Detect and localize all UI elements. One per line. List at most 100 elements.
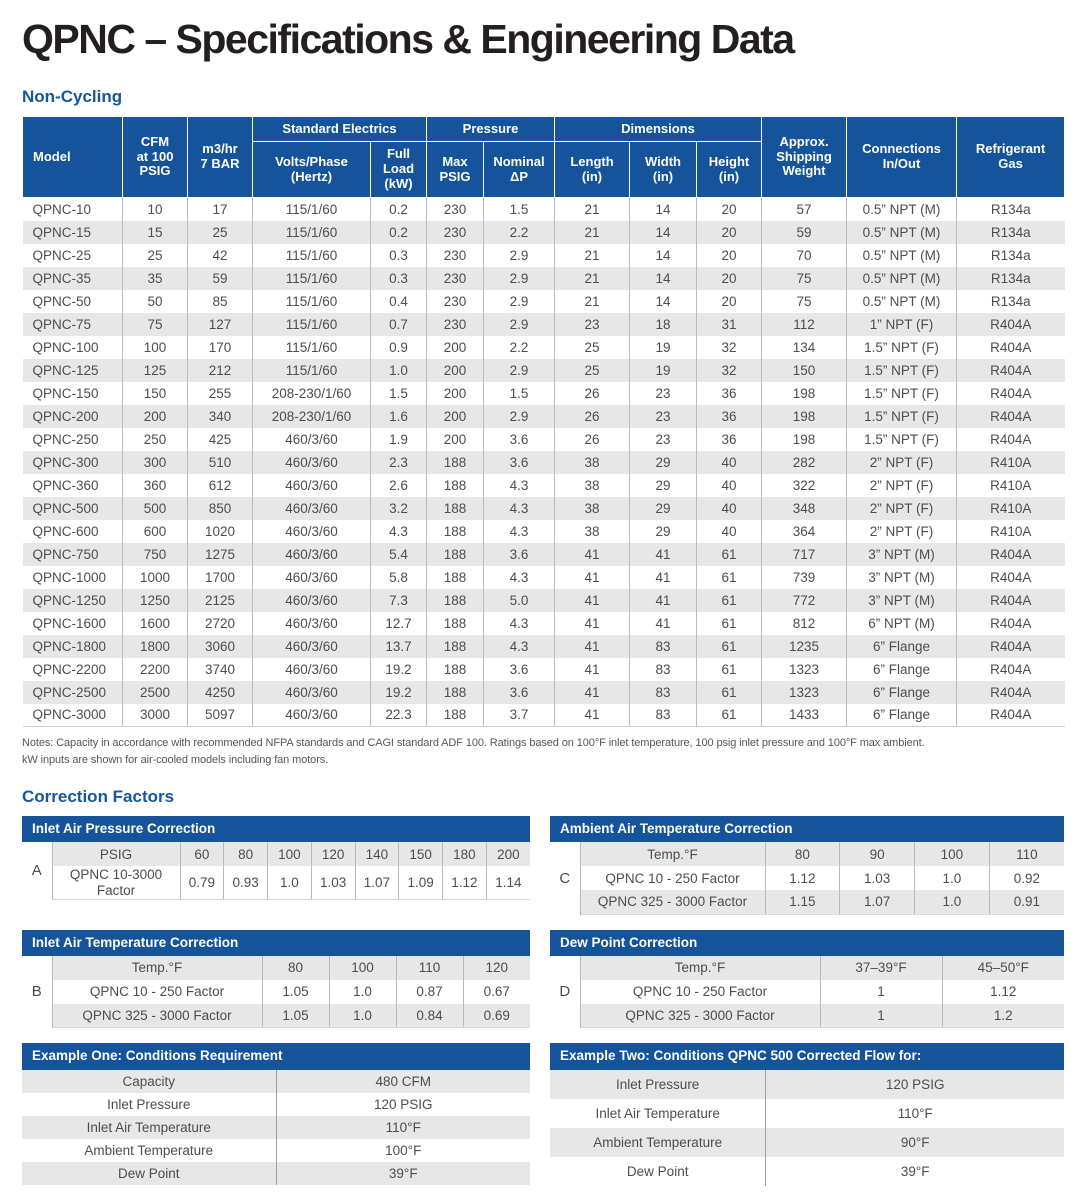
value-cell: 208-230/1/60 (252, 404, 371, 428)
value-cell: 200 (426, 404, 484, 428)
value-cell: 75 (122, 312, 188, 336)
col-header-width: Width (in) (629, 141, 697, 198)
value-cell: 25 (554, 358, 630, 382)
value-cell: 1235 (761, 634, 848, 658)
table-title-bar: Inlet Air Temperature Correction (22, 929, 530, 956)
value-cell: 14 (629, 289, 697, 313)
value-cell: R134a (990, 293, 1031, 309)
value-cell: 200 (426, 335, 484, 359)
value-cell: 41 (554, 634, 630, 658)
value-cell: 4.3 (483, 611, 555, 635)
value-cell: 20 (696, 243, 763, 267)
spec-row: QPNC-1600 1600 2720 460/3/60 12.7 188 4.3 41 41 6… (22, 611, 1065, 635)
value-cell: 200 (486, 842, 530, 867)
value-cell: 20 (696, 220, 763, 244)
value-cell: 112 (761, 312, 848, 336)
value-cell: 0.87 (396, 979, 464, 1004)
footnote-line-2: kW inputs are shown for air-cooled model… (22, 754, 329, 767)
value-cell: 1.5 (370, 381, 427, 405)
value-cell: 80 (262, 955, 330, 980)
value-cell: 1.0 (329, 979, 397, 1004)
value-cell: 850 (187, 496, 253, 520)
row-label: Ambient Temperature (550, 1127, 767, 1157)
value-cell: 180 (442, 842, 487, 867)
value-cell: 200 (122, 404, 188, 428)
table-title-bar: Example One: Conditions Requirement (22, 1043, 530, 1070)
value-cell: 360 (122, 473, 188, 497)
value-cell: 460/3/60 (252, 519, 371, 543)
value-cell: 19.2 (370, 680, 427, 704)
value-cell: 115/1/60 (252, 335, 371, 359)
spec-row: QPNC-15 15 25 115/1/60 0.2 230 2.2 21 14 20 59 0.5”… (22, 220, 1065, 244)
table-example-two: Example Two: Conditions QPNC 500 Correct… (550, 1043, 1064, 1186)
value-cell: 1.5” NPT (F) (846, 335, 958, 359)
model-cell: QPNC-125 (22, 358, 123, 382)
value-cell: 115/1/60 (252, 358, 371, 382)
value-cell: 35 (122, 266, 188, 290)
value-cell: 41 (554, 703, 630, 727)
value-cell: 21 (554, 220, 630, 244)
value-cell: 1.6 (370, 404, 427, 428)
correction-row: QPNC 10 - 250 Factor 1.12 1.03 1.0 0.92 (550, 866, 1064, 891)
value-cell: R404A (990, 316, 1032, 332)
value-cell: 717 (761, 542, 848, 566)
col-header-nominal-dp: Nominal ΔP (483, 141, 555, 198)
value-cell: 100 (267, 842, 312, 867)
spec-row: QPNC-100 100 170 115/1/60 0.9 200 2.2 25 19 32 134… (22, 335, 1065, 359)
value-cell: 100°F (385, 1142, 422, 1158)
value-cell: 3.6 (483, 450, 555, 474)
value-cell: 364 (761, 519, 848, 543)
value-cell: 140 (355, 842, 400, 867)
model-cell: QPNC-1600 (22, 611, 123, 635)
model-cell: QPNC-3000 (22, 703, 123, 727)
example-table: Capacity 480 CFM Inlet Pressure 120 PSIG Inl… (22, 1069, 530, 1185)
col-header-model: Model (22, 116, 123, 198)
value-cell: R404A (990, 362, 1032, 378)
value-cell: 100 (914, 842, 990, 867)
spec-row: QPNC-50 50 85 115/1/60 0.4 230 2.9 21 14 20 75 0.5”… (22, 289, 1065, 313)
row-label: Capacity (22, 1069, 277, 1093)
value-cell: 300 (122, 450, 188, 474)
value-cell: R404A (990, 638, 1032, 654)
value-cell: 21 (554, 243, 630, 267)
value-cell: 21 (554, 289, 630, 313)
example-row: Inlet Air Temperature 110°F (22, 1115, 530, 1139)
value-cell: 1.03 (839, 866, 915, 891)
table-letter-label: D (550, 955, 581, 1028)
value-cell: 460/3/60 (252, 542, 371, 566)
value-cell: 1.9 (370, 427, 427, 451)
model-cell: QPNC-100 (22, 335, 123, 359)
col-header-height: Height (in) (695, 141, 763, 198)
value-cell: 612 (187, 473, 253, 497)
value-cell: 1.0 (914, 866, 990, 891)
value-cell: 460/3/60 (252, 565, 371, 589)
value-cell: 425 (187, 427, 253, 451)
row-label: Inlet Air Temperature (550, 1098, 767, 1128)
model-cell: QPNC-25 (22, 243, 123, 267)
value-cell: 36 (696, 404, 763, 428)
value-cell: 61 (696, 565, 763, 589)
value-cell: 4.3 (483, 519, 555, 543)
row-label: QPNC 10 - 250 Factor (580, 866, 766, 891)
value-cell: 3.6 (483, 657, 555, 681)
value-cell: 61 (696, 657, 763, 681)
value-cell: 21 (554, 197, 630, 221)
value-cell: 1323 (761, 657, 848, 681)
group-header-standard-electrics: Standard Electrics (252, 116, 427, 142)
value-cell: 36 (696, 427, 763, 451)
value-cell: 0.3 (370, 266, 427, 290)
value-cell: 4.3 (483, 496, 555, 520)
value-cell: 1.15 (765, 890, 841, 915)
value-cell: 230 (426, 266, 484, 290)
value-cell: 0.5” NPT (M) (846, 289, 958, 313)
value-cell: 230 (426, 220, 484, 244)
value-cell: 322 (761, 473, 848, 497)
value-cell: 41 (554, 657, 630, 681)
spec-row: QPNC-1250 1250 2125 460/3/60 7.3 188 5.0 41 41 61… (22, 588, 1065, 612)
footnote-line-1: Notes: Capacity in accordance with recom… (22, 737, 925, 749)
value-cell: 41 (554, 680, 630, 704)
correction-table: B Temp.°F 80 100 110 120 QPNC 10 - 250 Factor 1… (22, 955, 530, 1029)
value-cell: 6” Flange (846, 680, 958, 704)
spec-row: QPNC-2200 2200 3740 460/3/60 19.2 188 3.6 41 83 6… (22, 657, 1065, 681)
